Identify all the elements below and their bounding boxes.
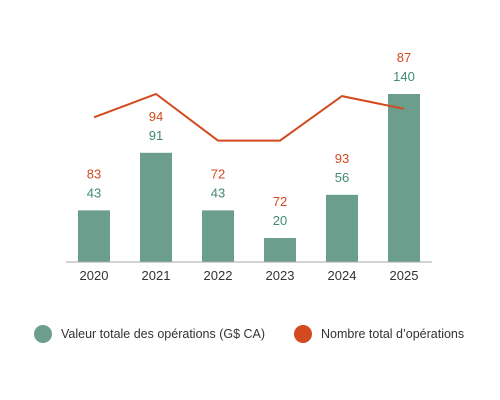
x-tick-2024: 2024 bbox=[328, 268, 357, 283]
bar-2025 bbox=[388, 94, 420, 262]
label-value-2020: 43 bbox=[87, 185, 101, 200]
legend: Valeur totale des opérations (G$ CA) Nom… bbox=[0, 325, 500, 347]
bar-2020 bbox=[78, 210, 110, 262]
x-tick-2025: 2025 bbox=[390, 268, 419, 283]
bar-2021 bbox=[140, 152, 172, 262]
label-value-2021: 91 bbox=[149, 128, 163, 143]
x-tick-2021: 2021 bbox=[142, 268, 171, 283]
legend-swatch-value bbox=[34, 325, 52, 343]
label-count-2023: 72 bbox=[273, 194, 287, 209]
label-count-2022: 72 bbox=[211, 166, 225, 181]
bar-2022 bbox=[202, 210, 234, 262]
label-count-2024: 93 bbox=[335, 151, 349, 166]
legend-item-count: Nombre total d’opérations bbox=[294, 325, 464, 343]
count-line bbox=[93, 92, 405, 142]
x-tick-2020: 2020 bbox=[80, 268, 109, 283]
data-labels: 83 43 94 91 72 43 72 20 93 56 87 140 bbox=[87, 50, 415, 228]
label-count-2021: 94 bbox=[149, 109, 163, 124]
label-count-2020: 83 bbox=[87, 166, 101, 181]
legend-label-count: Nombre total d’opérations bbox=[321, 327, 465, 341]
legend-swatch-count bbox=[294, 325, 312, 343]
label-value-2025: 140 bbox=[393, 69, 415, 84]
bar-2023 bbox=[264, 238, 296, 262]
x-ticks: 2020 2021 2022 2023 2024 2025 bbox=[80, 268, 419, 283]
x-tick-2023: 2023 bbox=[266, 268, 295, 283]
label-value-2023: 20 bbox=[273, 213, 287, 228]
line-layer bbox=[93, 92, 405, 142]
x-tick-2022: 2022 bbox=[204, 268, 233, 283]
bars-layer bbox=[78, 94, 420, 262]
label-value-2024: 56 bbox=[335, 170, 349, 185]
label-count-2025: 87 bbox=[397, 50, 411, 65]
legend-item-value: Valeur totale des opérations (G$ CA) bbox=[34, 325, 265, 343]
bar-2024 bbox=[326, 194, 358, 262]
legend-label-value: Valeur totale des opérations (G$ CA) bbox=[61, 327, 266, 341]
label-value-2022: 43 bbox=[211, 185, 225, 200]
